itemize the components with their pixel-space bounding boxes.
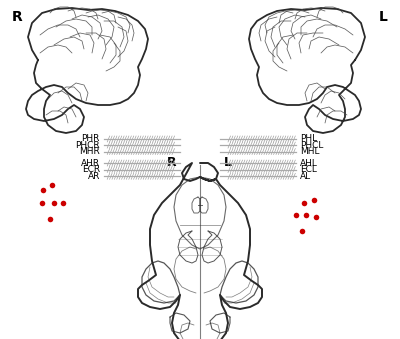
Text: PHCL: PHCL <box>300 141 323 149</box>
Text: PHR: PHR <box>82 135 100 143</box>
Text: L: L <box>379 10 388 24</box>
Text: MHR: MHR <box>79 147 100 156</box>
Text: ECL: ECL <box>300 165 317 174</box>
Text: MHL: MHL <box>300 147 320 156</box>
Text: ECR: ECR <box>82 165 100 174</box>
Text: AHR: AHR <box>81 159 100 167</box>
Text: L: L <box>224 157 232 170</box>
Text: AR: AR <box>88 172 100 181</box>
Text: PHL: PHL <box>300 135 317 143</box>
Text: R: R <box>12 10 23 24</box>
Text: R: R <box>167 157 177 170</box>
Text: PHCR: PHCR <box>75 141 100 149</box>
Text: AL: AL <box>300 172 311 181</box>
Text: AHL: AHL <box>300 159 318 167</box>
